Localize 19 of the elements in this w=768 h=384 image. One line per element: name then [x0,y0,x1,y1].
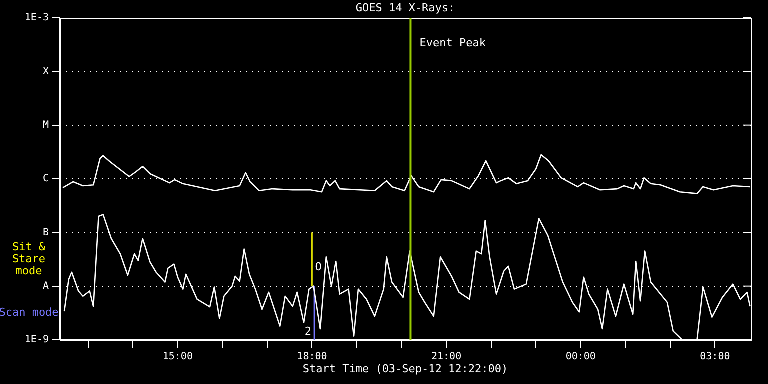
y-tick-label: X [42,66,49,78]
text: Scan mode [0,306,59,320]
x-axis-title: Start Time (03-Sep-12 12:22:00) [302,362,508,376]
annotation: O [315,260,322,274]
y-tick-label: 1E-9 [24,334,49,346]
x-tick-label: 03:00 [700,352,730,363]
text: Sit & Stare mode [12,240,46,278]
y-tick-label: A [42,280,49,292]
chart-title: GOES 14 X-Rays: [356,1,456,14]
y-tick-label: 1E-3 [24,12,49,24]
x-tick-label: 00:00 [566,352,596,363]
annotation: 2 [304,324,312,338]
y-tick-label: B [42,227,49,238]
x-tick-label: 21:00 [431,352,462,363]
ref-line-label: Event Peak [420,36,486,50]
y-tick-label: M [42,120,49,131]
y-tick-label: C [42,174,49,185]
x-tick-label: 15:00 [162,352,193,363]
x-tick-label: 18:00 [297,352,328,363]
